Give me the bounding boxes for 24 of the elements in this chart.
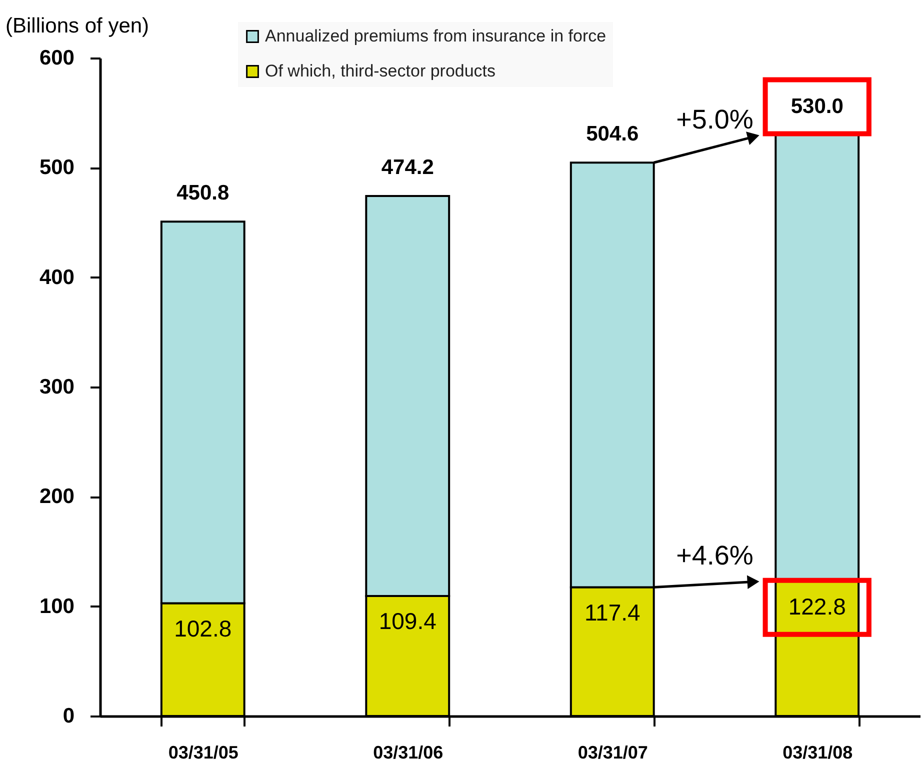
annotation: +5.0% xyxy=(676,104,754,135)
data-label: 122.8 xyxy=(788,593,846,620)
annotation: +4.6% xyxy=(676,540,754,570)
total-label: 474.2 xyxy=(381,156,434,179)
y-tick-label: 400 xyxy=(39,266,74,289)
y-tick-label: 100 xyxy=(39,594,74,618)
total-label: 504.6 xyxy=(586,122,639,146)
x-tick-label: 03/31/08 xyxy=(782,742,853,762)
total-label: 530.0 xyxy=(790,94,844,118)
total-label: 450.8 xyxy=(176,182,230,205)
y-tick-label: 300 xyxy=(39,376,74,398)
x-tick-label: 03/31/05 xyxy=(168,742,238,762)
legend-label: Annualized premiums from insurance in force xyxy=(265,26,606,46)
data-label: 117.4 xyxy=(584,599,640,626)
x-tick-label: 03/31/06 xyxy=(373,742,444,762)
x-tick-label: 03/31/07 xyxy=(578,742,648,762)
y-tick-label: 600 xyxy=(39,46,74,70)
y-tick-label: 500 xyxy=(39,156,74,180)
data-label: 109.4 xyxy=(378,608,437,634)
y-tick-label: 0 xyxy=(62,704,74,728)
data-label: 102.8 xyxy=(174,615,232,642)
y-tick-label: 200 xyxy=(39,485,74,508)
y-axis-title: (Billions of yen) xyxy=(6,14,150,38)
legend-label: Of which, third-sector products xyxy=(265,62,496,80)
